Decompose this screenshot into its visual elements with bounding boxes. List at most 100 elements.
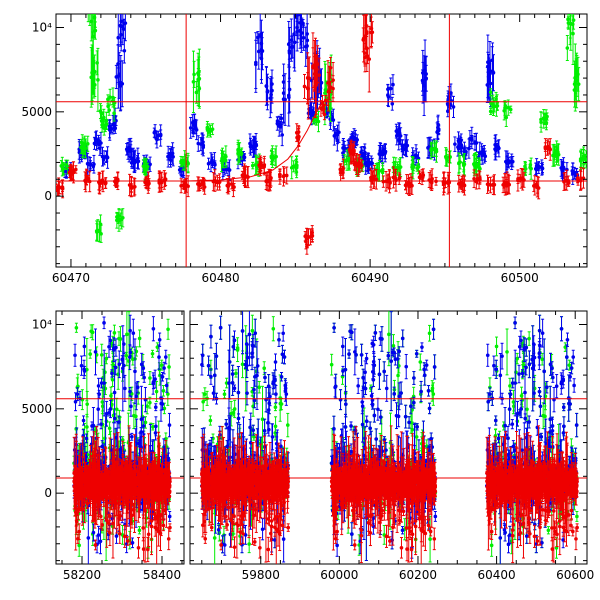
data-point	[136, 537, 141, 559]
data-point	[271, 316, 276, 342]
data-point	[117, 415, 121, 429]
data-point	[509, 153, 514, 171]
data-point	[273, 353, 278, 371]
data-point	[236, 413, 241, 424]
data-point	[126, 493, 131, 511]
data-point	[122, 524, 127, 548]
data-point	[119, 14, 123, 52]
data-point	[228, 521, 233, 548]
data-point	[94, 130, 99, 151]
data-point	[88, 349, 92, 359]
data-point	[117, 331, 121, 346]
data-point	[424, 64, 429, 92]
data-point	[412, 371, 416, 385]
fit-curve	[186, 101, 323, 182]
data-point	[384, 374, 389, 402]
data-point	[285, 412, 290, 438]
data-point	[341, 166, 345, 180]
data-point	[121, 208, 125, 228]
data-point	[338, 389, 343, 411]
data-point	[382, 361, 386, 382]
data-point	[165, 472, 169, 490]
data-point	[371, 372, 376, 387]
data-point	[131, 352, 135, 366]
data-point	[505, 155, 509, 168]
data-point	[467, 138, 471, 159]
bottom-panel: 58200 58400 59800 60000 60200 60400 6060005000…	[21, 310, 594, 582]
data-point	[96, 377, 101, 394]
data-point	[528, 160, 533, 170]
data-point	[79, 355, 84, 376]
data-point	[560, 160, 565, 182]
data-point	[86, 466, 91, 486]
data-point	[91, 481, 96, 498]
data-point	[399, 381, 403, 405]
data-point	[566, 14, 570, 29]
data-point	[124, 351, 129, 360]
data-point	[106, 94, 110, 105]
data-point	[322, 108, 327, 121]
x-tick-label: 60480	[201, 271, 239, 285]
data-point	[98, 140, 102, 156]
data-point	[222, 389, 227, 399]
data-point	[112, 104, 116, 122]
data-point	[107, 335, 111, 358]
data-point	[326, 60, 330, 106]
data-point	[121, 19, 126, 39]
data-point	[332, 126, 337, 146]
data-point	[540, 537, 544, 549]
data-point	[427, 402, 432, 415]
data-point	[265, 73, 270, 111]
data-point	[120, 500, 125, 508]
data-point	[304, 233, 308, 250]
data-point	[389, 311, 393, 412]
data-point	[100, 472, 105, 496]
data-point	[159, 359, 164, 371]
data-point	[111, 337, 116, 363]
data-point	[571, 14, 575, 66]
data-point	[575, 510, 579, 522]
data-point	[160, 469, 165, 493]
data-point	[418, 353, 423, 371]
data-point	[400, 329, 405, 348]
data-point	[472, 169, 476, 189]
data-point	[156, 479, 161, 492]
data-point	[191, 50, 196, 114]
data-point	[116, 14, 121, 69]
data-point	[101, 155, 106, 164]
data-point	[248, 133, 252, 154]
data-point	[157, 332, 162, 347]
data-point	[209, 324, 213, 349]
data-point	[73, 343, 77, 367]
data-point	[74, 322, 79, 333]
data-point	[294, 162, 298, 174]
data-point	[90, 50, 94, 105]
data-point	[141, 416, 146, 436]
data-point	[289, 35, 294, 59]
data-point	[97, 389, 102, 399]
data-point	[102, 470, 107, 492]
data-point	[60, 179, 64, 195]
data-point	[568, 14, 573, 51]
data-point	[374, 169, 379, 190]
data-point	[135, 155, 140, 169]
data-point	[206, 355, 211, 376]
data-point	[74, 489, 78, 501]
data-point	[268, 78, 273, 119]
data-point	[332, 322, 336, 333]
data-point	[444, 148, 449, 167]
data-point	[236, 139, 241, 162]
data-point	[139, 457, 144, 477]
data-point	[112, 455, 116, 504]
data-point	[453, 136, 457, 152]
data-point	[114, 427, 118, 448]
data-point	[306, 57, 311, 120]
data-point	[427, 324, 432, 342]
data-point	[156, 130, 161, 141]
data-point	[520, 168, 525, 191]
data-point	[410, 176, 414, 195]
data-point	[256, 31, 260, 44]
data-point	[109, 464, 113, 500]
